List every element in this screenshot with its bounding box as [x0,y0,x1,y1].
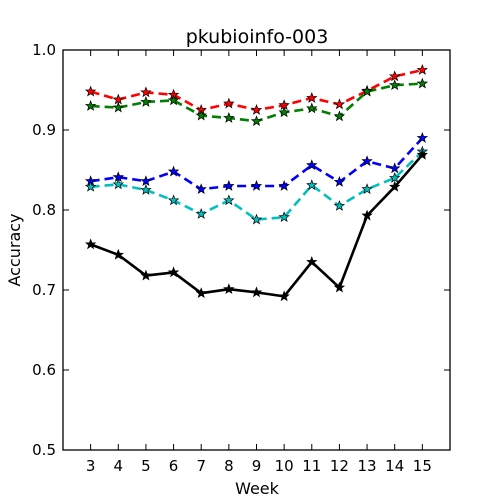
y-tick-label: 0.9 [32,121,56,139]
data-point [223,283,235,295]
data-point [389,180,401,192]
data-point [333,200,346,211]
data-point [140,86,152,98]
data-point [361,155,373,167]
data-point [195,287,207,299]
data-point [112,101,124,113]
data-point [361,85,373,97]
data-point [250,286,263,298]
x-tick-label: 12 [330,457,349,475]
data-point [195,109,207,121]
data-point [140,184,152,195]
x-tick-label: 6 [169,457,179,475]
data-point [223,97,235,109]
x-tick-label: 3 [86,457,96,475]
x-tick-label: 8 [224,457,234,475]
data-point [389,172,401,183]
y-tick-label: 0.7 [32,281,56,299]
data-point [250,213,263,225]
data-point [306,179,318,191]
plot-area-frame [62,49,451,451]
data-point [278,211,290,223]
series-3 [84,132,429,195]
y-tick-label: 0.8 [32,201,56,219]
ticks-layer: 3 4 5 6 7 8 9 10 11 12 13 14 15 0.5 0.6 0.7 0.8 0.9 1.0 [32,41,450,475]
data-point [306,159,318,171]
data-point [416,132,429,143]
series-layer [84,64,429,302]
data-point [333,98,346,110]
x-tick-label: 11 [302,457,321,475]
x-tick-label: 10 [275,457,294,475]
data-point [361,209,373,221]
series-2 [84,77,429,127]
y-tick-label: 1.0 [32,41,56,59]
y-tick-label: 0.6 [32,361,56,379]
x-tick-label: 4 [114,457,124,475]
data-point [278,106,290,118]
data-point [416,64,429,75]
x-tick-label: 15 [413,457,432,475]
data-point [333,110,346,122]
series-line [90,153,424,298]
x-tick-label: 13 [358,457,377,475]
data-point [389,162,401,174]
data-point [167,94,180,106]
data-point [416,148,429,160]
series-1 [84,64,429,115]
data-point [140,269,152,281]
data-point [84,85,97,97]
data-point [250,115,263,127]
data-point [333,176,346,187]
data-point [140,96,152,107]
data-point [223,180,235,191]
data-point [333,281,346,293]
data-point [306,256,318,267]
data-point [306,92,318,103]
data-point [389,70,401,82]
data-point [112,178,124,190]
data-point [278,290,290,302]
y-axis-label: Accuracy [5,213,24,286]
series-5 [84,148,429,302]
y-tick-label: 0.5 [32,441,56,459]
data-point [84,238,97,250]
x-tick-label: 7 [196,457,206,475]
x-axis-label: Week [235,479,280,498]
data-point [416,77,429,89]
data-point [167,266,180,278]
x-tick-label: 9 [252,457,262,475]
data-point [250,179,263,191]
data-point [223,194,235,206]
x-tick-label: 14 [385,457,404,475]
data-point [195,208,207,219]
data-point [389,79,401,91]
data-point [167,194,180,206]
data-point [250,103,263,115]
data-point [195,183,207,195]
data-point [140,175,152,187]
series-4 [84,145,429,225]
data-point [223,112,235,123]
data-point [306,102,318,114]
data-point [84,180,97,192]
chart-title: pkubioinfo-003 [186,26,329,48]
data-point [278,180,290,191]
data-point [84,100,97,111]
data-point [112,248,124,260]
x-tick-label: 5 [141,457,151,475]
data-point [361,183,373,195]
data-point [167,165,180,177]
